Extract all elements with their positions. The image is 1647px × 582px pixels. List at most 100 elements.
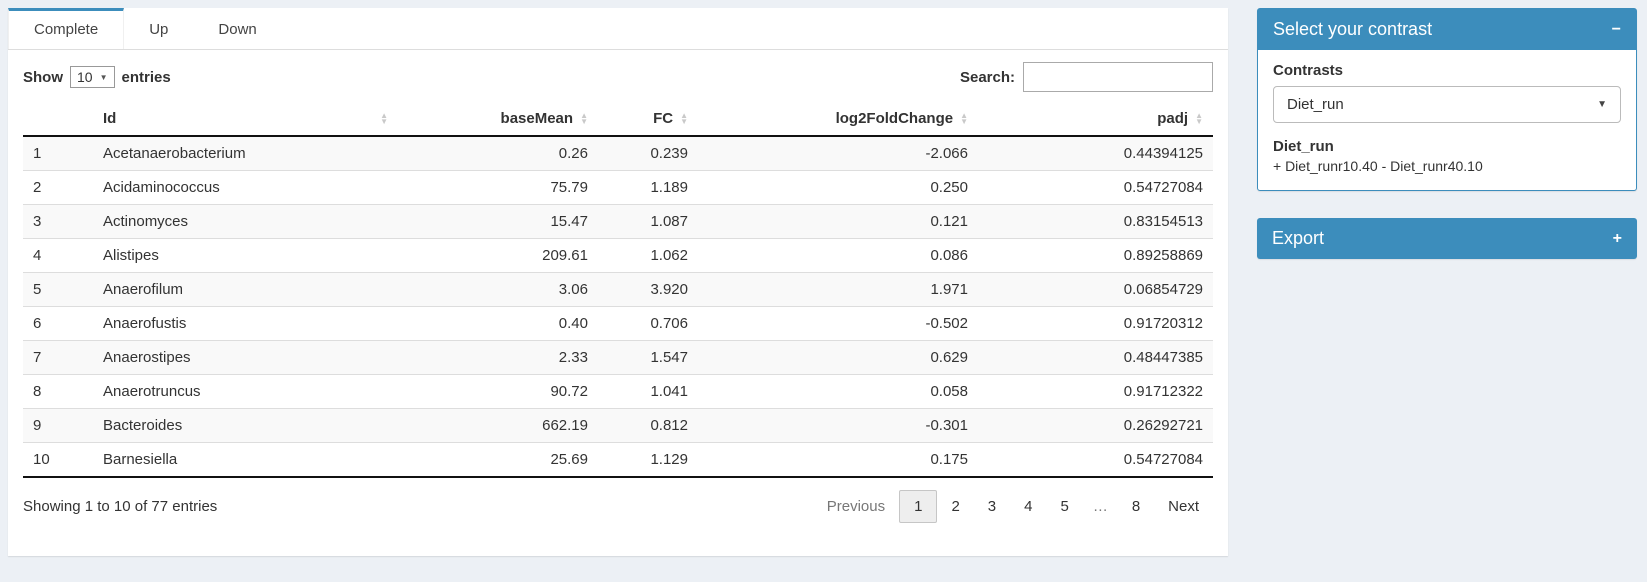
- column-header-padj[interactable]: padj ▲ ▼: [978, 102, 1213, 137]
- cell-padj: 0.06854729: [978, 272, 1213, 307]
- cell-basemean: 0.26: [558, 145, 588, 162]
- tab-up[interactable]: Up: [149, 21, 169, 38]
- cell-id: Anaerotruncus: [93, 374, 398, 409]
- cell-id: Bacteroides: [93, 408, 398, 443]
- select-contrast-header[interactable]: Select your contrast −: [1258, 9, 1636, 50]
- cell-fc: 0.706: [598, 306, 698, 341]
- table-row[interactable]: 9 Bacteroides 662.19 0.812 -0.301 0.26292721: [23, 408, 1213, 443]
- cell-log2fc: 0.175: [698, 442, 978, 478]
- cell-fc: 0.239: [650, 145, 688, 162]
- cell-padj: 0.26292721: [978, 408, 1213, 443]
- cell-id: Anaerofustis: [93, 306, 398, 341]
- results-table: Id ▲ ▼ baseMean ▲ ▼ FC ▲ ▼ log2FoldChange ▲ ▼ padj ▲ ▼…: [23, 102, 1213, 478]
- cell-id: Alistipes: [93, 238, 398, 273]
- cell-padj: 0.54727084: [978, 442, 1213, 478]
- cell-index: 2: [23, 170, 93, 205]
- cell-basemean: 209.61: [398, 238, 598, 273]
- cell-log2fc: 0.250: [698, 170, 978, 205]
- table-body: 1 Acetanaerobacterium 0.26 0.239 -2.066 0.443…: [23, 136, 1213, 478]
- collapse-minus-icon[interactable]: −: [1611, 20, 1621, 38]
- select-contrast-body: Contrasts Diet_run ▼ Diet_run + Diet_run…: [1258, 50, 1636, 190]
- page-button-page-1[interactable]: 1: [899, 490, 938, 523]
- side-panel: Select your contrast − Contrasts Diet_ru…: [1257, 8, 1637, 259]
- column-header-fc[interactable]: FC ▲ ▼: [598, 102, 698, 137]
- page-button-page-8[interactable]: 8: [1131, 498, 1141, 515]
- cell-padj: 0.44394125: [1123, 145, 1203, 162]
- cell-id: Anaerostipes: [93, 340, 398, 375]
- table-toolbar: Show 10 ▼ entries Search:: [8, 50, 1228, 100]
- contrasts-label: Contrasts: [1273, 62, 1344, 79]
- cell-log2fc: 0.629: [698, 340, 978, 375]
- cell-id: Actinomyces: [93, 204, 398, 239]
- table-row[interactable]: 8 Anaerotruncus 90.72 1.041 0.058 0.91712322: [23, 374, 1213, 409]
- cell-padj: 0.89258869: [978, 238, 1213, 273]
- table-row[interactable]: 4 Alistipes 209.61 1.062 0.086 0.89258869: [23, 238, 1213, 273]
- cell-log2fc: 0.058: [698, 374, 978, 409]
- page-button-page-3[interactable]: 3: [987, 498, 997, 515]
- table-row[interactable]: 3 Actinomyces 15.47 1.087 0.121 0.83154513: [23, 204, 1213, 239]
- page-button-previous: Previous: [826, 498, 886, 515]
- sort-icon: ▲ ▼: [380, 110, 388, 126]
- search-input[interactable]: [1023, 62, 1213, 92]
- cell-id: Barnesiella: [93, 442, 398, 478]
- cell-padj: 0.83154513: [978, 204, 1213, 239]
- column-label: log2FoldChange: [835, 110, 954, 127]
- column-header-index: [23, 102, 93, 137]
- cell-fc: 1.087: [598, 204, 698, 239]
- column-label: FC: [653, 110, 674, 127]
- page-button-page-2[interactable]: 2: [951, 498, 960, 515]
- cell-fc: 1.041: [598, 374, 698, 409]
- show-label: Show: [23, 68, 63, 86]
- chevron-down-icon: ▼: [99, 72, 108, 82]
- cell-basemean: 90.72: [398, 374, 598, 409]
- cell-index: 10: [23, 442, 93, 478]
- cell-id: Anaerofilum: [93, 272, 398, 307]
- sort-icon: ▲ ▼: [680, 110, 688, 126]
- page-button-page-4[interactable]: 4: [1024, 498, 1033, 515]
- sort-icon: ▲ ▼: [1195, 110, 1203, 126]
- cell-index: 1: [33, 145, 42, 162]
- export-panel-header[interactable]: Export +: [1257, 218, 1637, 259]
- cell-fc: 1.129: [598, 442, 698, 478]
- column-header-basemean[interactable]: baseMean ▲ ▼: [398, 102, 598, 137]
- table-row[interactable]: 6 Anaerofustis 0.40 0.706 -0.502 0.91720312: [23, 306, 1213, 341]
- page-button-next[interactable]: Next: [1168, 498, 1199, 515]
- cell-fc: 1.189: [598, 170, 698, 205]
- table-header-row: Id ▲ ▼ baseMean ▲ ▼ FC ▲ ▼ log2FoldChange ▲ ▼ padj ▲ ▼: [23, 102, 1213, 137]
- entries-per-page-select[interactable]: 10 ▼: [70, 66, 115, 88]
- page-button-page-5[interactable]: 5: [1060, 498, 1069, 515]
- cell-id: Acetanaerobacterium: [103, 145, 246, 162]
- cell-fc: 0.812: [598, 408, 698, 443]
- cell-index: 3: [23, 204, 93, 239]
- column-header-id[interactable]: Id ▲ ▼: [93, 102, 398, 137]
- cell-log2fc: 0.086: [698, 238, 978, 273]
- chevron-down-icon: ▼: [1597, 99, 1607, 110]
- tab-bar: Complete Up Down: [8, 8, 1228, 50]
- table-row[interactable]: 2 Acidaminococcus 75.79 1.189 0.250 0.5472708…: [23, 170, 1213, 205]
- table-info: Showing 1 to 10 of 77 entries: [23, 498, 218, 515]
- column-header-log2fc[interactable]: log2FoldChange ▲ ▼: [698, 102, 978, 137]
- column-label: padj: [1157, 110, 1189, 127]
- contrast-select-value: Diet_run: [1287, 96, 1344, 113]
- entries-per-page-value: 10: [77, 69, 93, 85]
- cell-basemean: 662.19: [398, 408, 598, 443]
- table-row[interactable]: 5 Anaerofilum 3.06 3.920 1.971 0.06854729: [23, 272, 1213, 307]
- cell-index: 8: [23, 374, 93, 409]
- search-control: Search:: [960, 62, 1213, 92]
- contrast-select[interactable]: Diet_run ▼: [1273, 86, 1621, 123]
- table-row[interactable]: 10 Barnesiella 25.69 1.129 0.175 0.54727084: [23, 442, 1213, 478]
- table-row[interactable]: 7 Anaerostipes 2.33 1.547 0.629 0.48447385: [23, 340, 1213, 375]
- cell-basemean: 3.06: [398, 272, 598, 307]
- search-label: Search:: [959, 68, 1015, 86]
- cell-basemean: 0.40: [398, 306, 598, 341]
- table-row[interactable]: 1 Acetanaerobacterium 0.26 0.239 -2.066 0.443…: [23, 136, 1213, 171]
- cell-id: Acidaminococcus: [93, 170, 398, 205]
- cell-padj: 0.48447385: [978, 340, 1213, 375]
- cell-fc: 3.920: [598, 272, 698, 307]
- tab-down[interactable]: Down: [218, 21, 257, 38]
- sort-icon: ▲ ▼: [960, 110, 968, 126]
- tab-complete[interactable]: Complete: [8, 8, 125, 49]
- results-card: Complete Up Down Show 10 ▼ entries Search:…: [8, 8, 1228, 556]
- cell-padj: 0.91712322: [978, 374, 1213, 409]
- sort-icon: ▲ ▼: [580, 110, 588, 126]
